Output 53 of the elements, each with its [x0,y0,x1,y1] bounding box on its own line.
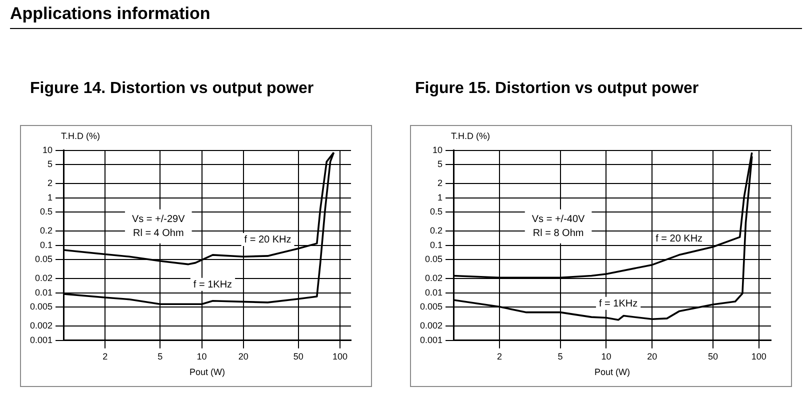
y-tick-label: 0.5 [40,206,53,217]
y-tick-label: 0.001 [420,334,443,345]
x-tick-label: 50 [293,351,304,362]
y-tick-label: 1 [438,192,443,202]
y-tick-label: 0.002 [30,320,53,331]
x-tick-label: 50 [708,351,718,362]
x-tick-label: 5 [158,351,163,362]
y-tick-label: 0.2 [40,226,53,236]
chart-title: Figure 14. Distortion vs output power [30,80,314,98]
series-label: f = 1KHz [193,280,232,291]
series-label: f = 20 KHz [244,234,292,246]
y-tick-label: 10 [42,144,53,155]
y-tick-label: 2 [438,178,443,188]
x-tick-label: 10 [601,351,612,362]
x-tick-label: 2 [496,351,502,362]
annotation: Vs = +/-40V [532,214,586,226]
y-tick-label: 0.005 [30,302,53,312]
y-tick-label: 0.5 [430,206,443,217]
y-tick-label: 0.01 [424,287,443,298]
series-label: f = 20 KHz [656,234,703,245]
x-axis-title: Pout (W) [594,367,630,378]
y-tick-label: 0.05 [424,254,443,264]
text: Applications information [10,4,802,29]
y-tick-label: 0.1 [40,240,53,250]
y-tick-label: 0.1 [430,240,443,250]
x-tick-label: 10 [196,351,207,362]
y-tick-label: 0.05 [34,254,53,264]
y-axis-title: T.H.D (%) [451,131,490,141]
y-tick-label: 0.001 [30,334,53,345]
annotation: Rl = 8 Ohm [532,228,584,240]
series-label: f = 1KHz [598,298,638,310]
x-axis-title: Pout (W) [190,367,226,378]
y-tick-label: 0.01 [34,287,53,298]
y-tick-label: 0.02 [34,273,53,284]
x-tick-label: 2 [102,351,108,362]
y-tick-label: 10 [432,144,443,155]
x-tick-label: 100 [751,351,766,362]
x-tick-label: 20 [647,351,658,362]
annotation: Rl = 4 Ohm [132,228,184,240]
x-tick-label: 5 [558,351,563,362]
y-axis-title: T.H.D (%) [61,131,100,141]
y-tick-label: 0.005 [420,302,443,312]
y-tick-label: 2 [48,178,53,188]
y-tick-label: 0.002 [420,320,443,331]
y-tick-label: 1 [48,192,53,202]
x-tick-label: 20 [238,351,248,362]
y-tick-label: 5 [438,159,443,170]
y-tick-label: 0.02 [424,273,443,284]
y-tick-label: 5 [48,159,53,170]
y-tick-label: 0.2 [430,226,443,236]
annotation: Vs = +/-29V [132,214,186,226]
x-tick-label: 100 [332,351,348,362]
chart-title: Figure 15. Distortion vs output power [415,80,699,98]
